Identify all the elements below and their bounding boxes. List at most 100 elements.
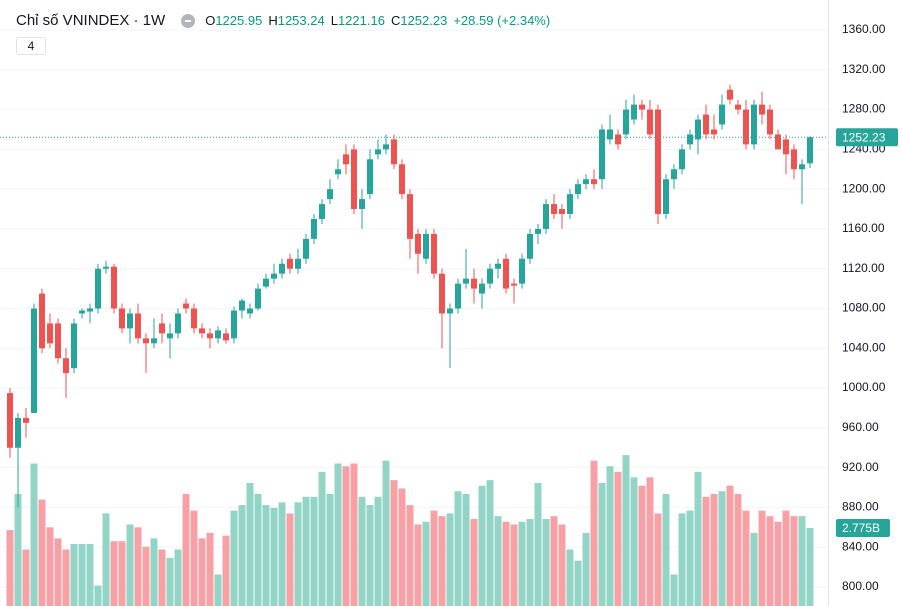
volume-bar [766, 516, 774, 606]
volume-bar [22, 549, 30, 606]
volume-bar [438, 516, 446, 606]
candle-body [591, 179, 597, 185]
candle-body [23, 417, 29, 423]
volume-bar [734, 494, 742, 606]
candle-body [711, 129, 717, 135]
volume-bar [638, 485, 646, 606]
volume-bar [342, 466, 350, 606]
volume-bar [230, 510, 238, 606]
volume-bar [278, 502, 286, 606]
volume-bar [142, 546, 150, 606]
candle-body [15, 417, 21, 448]
candle-body [7, 393, 13, 448]
volume-bar [518, 521, 526, 606]
candle-body [767, 109, 773, 135]
volume-bar [110, 541, 118, 606]
ohlc-value: 1252.23 [400, 13, 448, 28]
volume-bar [294, 502, 302, 606]
candle-body [479, 283, 485, 294]
volume-bar [558, 524, 566, 606]
candle-body [295, 258, 301, 269]
volume-bar [782, 510, 790, 606]
volume-bar [390, 480, 398, 606]
volume-bar [326, 494, 334, 606]
candle-body [263, 278, 269, 287]
candle-body [167, 333, 173, 339]
candle-body [143, 338, 149, 344]
ohlc-value: 1221.16 [337, 13, 385, 28]
candle-body [359, 199, 365, 210]
volume-bar [590, 460, 598, 606]
candle-body [447, 308, 453, 314]
volume-bar [94, 585, 102, 606]
candle-body [431, 233, 437, 274]
candle-body [471, 278, 477, 289]
candle-body [751, 104, 757, 145]
symbol-title: Chỉ số VNINDEX · 1W [16, 12, 166, 29]
volume-tag [836, 518, 890, 537]
candle-body [575, 184, 581, 195]
y-tick-label: 880.00 [842, 500, 879, 514]
y-tick-label: 1200.00 [842, 181, 886, 195]
volume-bar [742, 510, 750, 606]
candle-body [415, 233, 421, 254]
candle-body [135, 313, 141, 339]
candle-body [87, 308, 93, 312]
volume-bar [222, 535, 230, 606]
candle-body [703, 114, 709, 135]
volume-bar [46, 527, 54, 606]
volume-bar [382, 460, 390, 606]
candle-body [455, 283, 461, 309]
volume-bar [710, 494, 718, 606]
y-tick-label: 800.00 [842, 579, 879, 593]
candle-body [247, 308, 253, 314]
y-tick-label: 1040.00 [842, 340, 886, 354]
candle-body [599, 129, 605, 180]
candle-body [743, 109, 749, 145]
indicator-toggle[interactable]: 4 [16, 37, 46, 55]
volume-bar [598, 482, 606, 606]
candle-body [279, 263, 285, 274]
candle-body [175, 313, 181, 334]
candle-body [663, 179, 669, 215]
volume-bar [790, 516, 798, 606]
ohlc-key: H [268, 13, 278, 28]
volume-bar [430, 510, 438, 606]
volume-bar [758, 510, 766, 606]
volume-bar [614, 471, 622, 606]
volume-bar [358, 496, 366, 606]
candle-body [367, 159, 373, 195]
candle-body [487, 268, 493, 284]
candle-body [495, 263, 501, 269]
volume-bar [422, 521, 430, 606]
volume-bar [54, 538, 62, 606]
candle-body [375, 149, 381, 155]
candle-body [55, 323, 61, 359]
volume-bar [502, 521, 510, 606]
candle-body [191, 308, 197, 329]
candle-body [799, 164, 805, 170]
volume-bar [774, 521, 782, 606]
candle-body [255, 288, 261, 309]
candle-body [127, 313, 133, 329]
candle-body [303, 238, 309, 259]
volume-bar [158, 549, 166, 606]
volume-bar [510, 524, 518, 606]
volume-bar [374, 496, 382, 606]
volume-bar [726, 485, 734, 606]
volume-bar [14, 494, 22, 606]
y-tick-label: 960.00 [842, 420, 879, 434]
volume-bar [550, 516, 558, 606]
volume-bar [182, 494, 190, 606]
ohlc-key: C [390, 13, 401, 28]
volume-bar [750, 532, 758, 606]
candle-body [199, 328, 205, 334]
candle-body [311, 218, 317, 239]
volume-bar [310, 496, 318, 606]
volume-bar [670, 574, 678, 606]
candle-body [39, 293, 45, 349]
y-tick-label: 1320.00 [842, 62, 886, 76]
collapse-button[interactable] [181, 13, 196, 28]
candle-body [439, 273, 445, 314]
